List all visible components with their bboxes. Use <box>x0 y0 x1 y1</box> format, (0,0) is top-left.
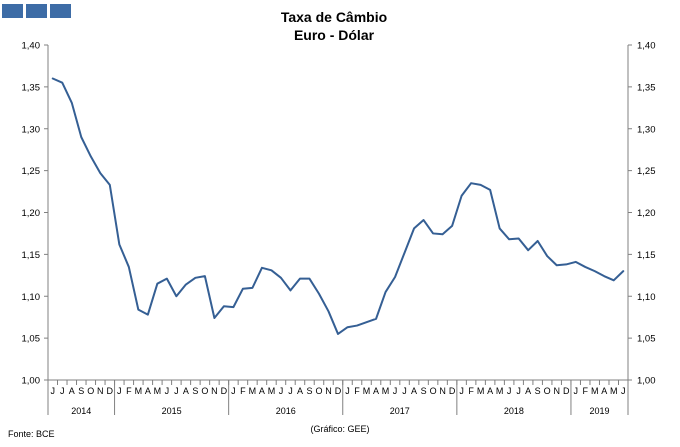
x-tick-label: M <box>154 386 162 396</box>
x-tick-label: J <box>117 386 122 396</box>
y-tick-label-right: 1,15 <box>637 250 656 261</box>
x-tick-label: O <box>201 386 208 396</box>
x-tick-label: A <box>525 386 531 396</box>
y-tick-label-right: 1,35 <box>637 82 656 93</box>
x-tick-label: A <box>297 386 303 396</box>
x-tick-label: A <box>487 386 493 396</box>
x-tick-label: J <box>165 386 170 396</box>
x-tick-label: O <box>544 386 551 396</box>
x-tick-label: F <box>126 386 132 396</box>
year-label: 2019 <box>589 406 609 416</box>
x-tick-label: J <box>288 386 293 396</box>
y-tick-label-left: 1,30 <box>22 124 41 135</box>
x-tick-label: S <box>535 386 541 396</box>
x-tick-label: J <box>279 386 284 396</box>
x-tick-label: O <box>430 386 437 396</box>
x-tick-label: J <box>231 386 236 396</box>
x-tick-label: A <box>411 386 417 396</box>
y-tick-label-right: 1,05 <box>637 334 656 345</box>
year-label: 2015 <box>162 406 182 416</box>
y-tick-label-right: 1,10 <box>637 292 656 303</box>
y-tick-label-left: 1,35 <box>22 82 41 93</box>
y-tick-label-right: 1,25 <box>637 166 656 177</box>
year-label: 2014 <box>71 406 91 416</box>
x-tick-label: J <box>51 386 56 396</box>
x-tick-label: A <box>183 386 189 396</box>
x-tick-label: A <box>601 386 607 396</box>
x-tick-label: A <box>69 386 75 396</box>
x-tick-label: M <box>249 386 257 396</box>
y-tick-label-right: 1,00 <box>637 376 656 387</box>
year-label: 2018 <box>504 406 524 416</box>
x-tick-label: S <box>78 386 84 396</box>
x-tick-label: D <box>107 386 114 396</box>
x-tick-label: J <box>516 386 521 396</box>
chart-subtitle: Euro - Dólar <box>294 27 375 43</box>
y-tick-label-left: 1,15 <box>22 250 41 261</box>
x-tick-label: S <box>421 386 427 396</box>
x-tick-label: M <box>135 386 143 396</box>
x-tick-label: S <box>306 386 312 396</box>
x-tick-label: F <box>354 386 360 396</box>
x-tick-label: O <box>315 386 322 396</box>
x-tick-label: J <box>402 386 407 396</box>
x-tick-label: A <box>373 386 379 396</box>
axes: 1,00 1,00 1,05 1,05 1,10 1,10 1,15 1,15 1,20 1,20… <box>22 41 656 417</box>
x-tick-label: F <box>468 386 474 396</box>
year-label: 2017 <box>390 406 410 416</box>
x-tick-label: J <box>459 386 464 396</box>
x-tick-label: M <box>268 386 276 396</box>
x-tick-label: D <box>335 386 342 396</box>
x-tick-label: M <box>363 386 371 396</box>
y-tick-label-left: 1,40 <box>22 41 41 52</box>
x-tick-label: J <box>60 386 65 396</box>
x-tick-label: J <box>174 386 179 396</box>
chart-title: Taxa de Câmbio <box>281 9 387 25</box>
x-tick-label: M <box>610 386 618 396</box>
x-tick-label: M <box>382 386 390 396</box>
y-tick-label-right: 1,20 <box>637 208 656 219</box>
x-tick-label: S <box>192 386 198 396</box>
x-tick-label: A <box>145 386 151 396</box>
y-tick-label-left: 1,00 <box>22 376 41 387</box>
x-tick-label: J <box>621 386 626 396</box>
logo-box <box>2 4 23 18</box>
x-tick-label: N <box>439 386 446 396</box>
y-tick-label-left: 1,10 <box>22 292 41 303</box>
x-tick-label: F <box>582 386 588 396</box>
x-tick-label: D <box>449 386 456 396</box>
x-tick-label: M <box>496 386 504 396</box>
x-tick-label: N <box>97 386 104 396</box>
x-tick-label: F <box>240 386 246 396</box>
x-tick-label: J <box>507 386 512 396</box>
x-tick-label: A <box>259 386 265 396</box>
y-tick-label-right: 1,40 <box>637 41 656 52</box>
y-tick-label-right: 1,30 <box>637 124 656 135</box>
logo <box>2 4 71 18</box>
logo-box <box>26 4 47 18</box>
x-tick-label: N <box>325 386 332 396</box>
x-tick-label: D <box>563 386 570 396</box>
year-label: 2016 <box>276 406 296 416</box>
x-tick-label: N <box>211 386 218 396</box>
x-tick-label: J <box>573 386 578 396</box>
credit-note: (Gráfico: GEE) <box>310 424 369 434</box>
series-layer <box>51 77 625 335</box>
y-tick-label-left: 1,25 <box>22 166 41 177</box>
y-tick-label-left: 1,05 <box>22 334 41 345</box>
x-tick-label: D <box>221 386 228 396</box>
series-line <box>51 77 625 335</box>
x-tick-label: M <box>591 386 599 396</box>
y-tick-label-left: 1,20 <box>22 208 41 219</box>
logo-box <box>50 4 71 18</box>
x-tick-label: O <box>87 386 94 396</box>
x-tick-label: J <box>393 386 398 396</box>
x-tick-label: M <box>477 386 485 396</box>
x-tick-label: J <box>345 386 350 396</box>
x-tick-label: N <box>553 386 560 396</box>
source-note: Fonte: BCE <box>8 429 55 439</box>
